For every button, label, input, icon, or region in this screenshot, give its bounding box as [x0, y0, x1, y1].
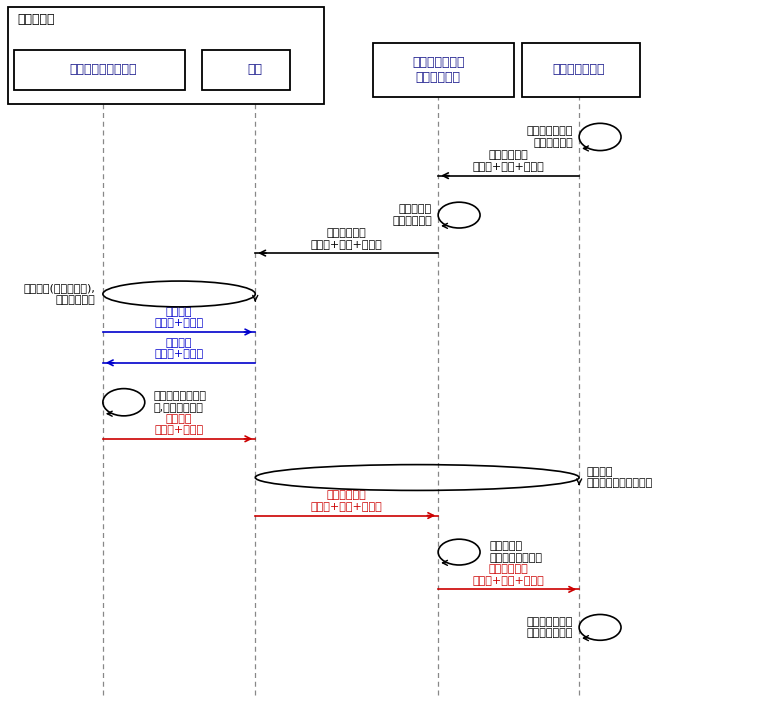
Text: 上行报文信息
（密文+标志+签名）: 上行报文信息 （密文+标志+签名）	[311, 490, 383, 512]
Text: 燃气公司服务器: 燃气公司服务器	[553, 63, 605, 77]
Text: 上行报文处理，
下一条报文准备: 上行报文处理， 下一条报文准备	[527, 617, 573, 638]
Text: 上行报文信息
（密文+标志+签名）: 上行报文信息 （密文+标志+签名）	[472, 564, 545, 586]
Text: 感知模块和控制模块: 感知模块和控制模块	[69, 63, 136, 77]
Text: 控制指令识别及执
行,应答报文准备: 控制指令识别及执 行,应答报文准备	[154, 391, 207, 413]
Text: 智能燃气表: 智能燃气表	[18, 13, 55, 26]
Text: 报文处理(交易鉴权等),
控制指令准备: 报文处理(交易鉴权等), 控制指令准备	[24, 283, 95, 305]
Text: 控制指令
（明文+标志）: 控制指令 （明文+标志）	[155, 307, 203, 328]
Bar	[8, 7, 324, 104]
Bar	[202, 50, 290, 90]
Bar	[14, 50, 185, 90]
Bar	[373, 43, 514, 97]
Text: 电信运营商传感
网络通信平台: 电信运营商传感 网络通信平台	[412, 56, 464, 84]
Text: 网关: 网关	[248, 63, 263, 77]
Text: 报文数据准备，
下行报文加密: 报文数据准备， 下行报文加密	[527, 126, 573, 148]
Bar	[522, 43, 640, 97]
Text: 报文处理
（加密、交易鉴权等）: 报文处理 （加密、交易鉴权等）	[587, 467, 653, 488]
Text: 控制指令
（明文+标志）: 控制指令 （明文+标志）	[155, 338, 203, 359]
Text: 通信鉴权，
上行报文信息加密: 通信鉴权， 上行报文信息加密	[489, 541, 543, 563]
Text: 下行报文信息
（密文+标志+签名）: 下行报文信息 （密文+标志+签名）	[472, 151, 545, 172]
Text: 应答报文
（明文+标志）: 应答报文 （明文+标志）	[155, 414, 203, 435]
Text: 通信鉴权，
下行报文加密: 通信鉴权， 下行报文加密	[392, 204, 432, 226]
Text: 下行报文信息
（密文+标志+签名）: 下行报文信息 （密文+标志+签名）	[311, 228, 383, 250]
